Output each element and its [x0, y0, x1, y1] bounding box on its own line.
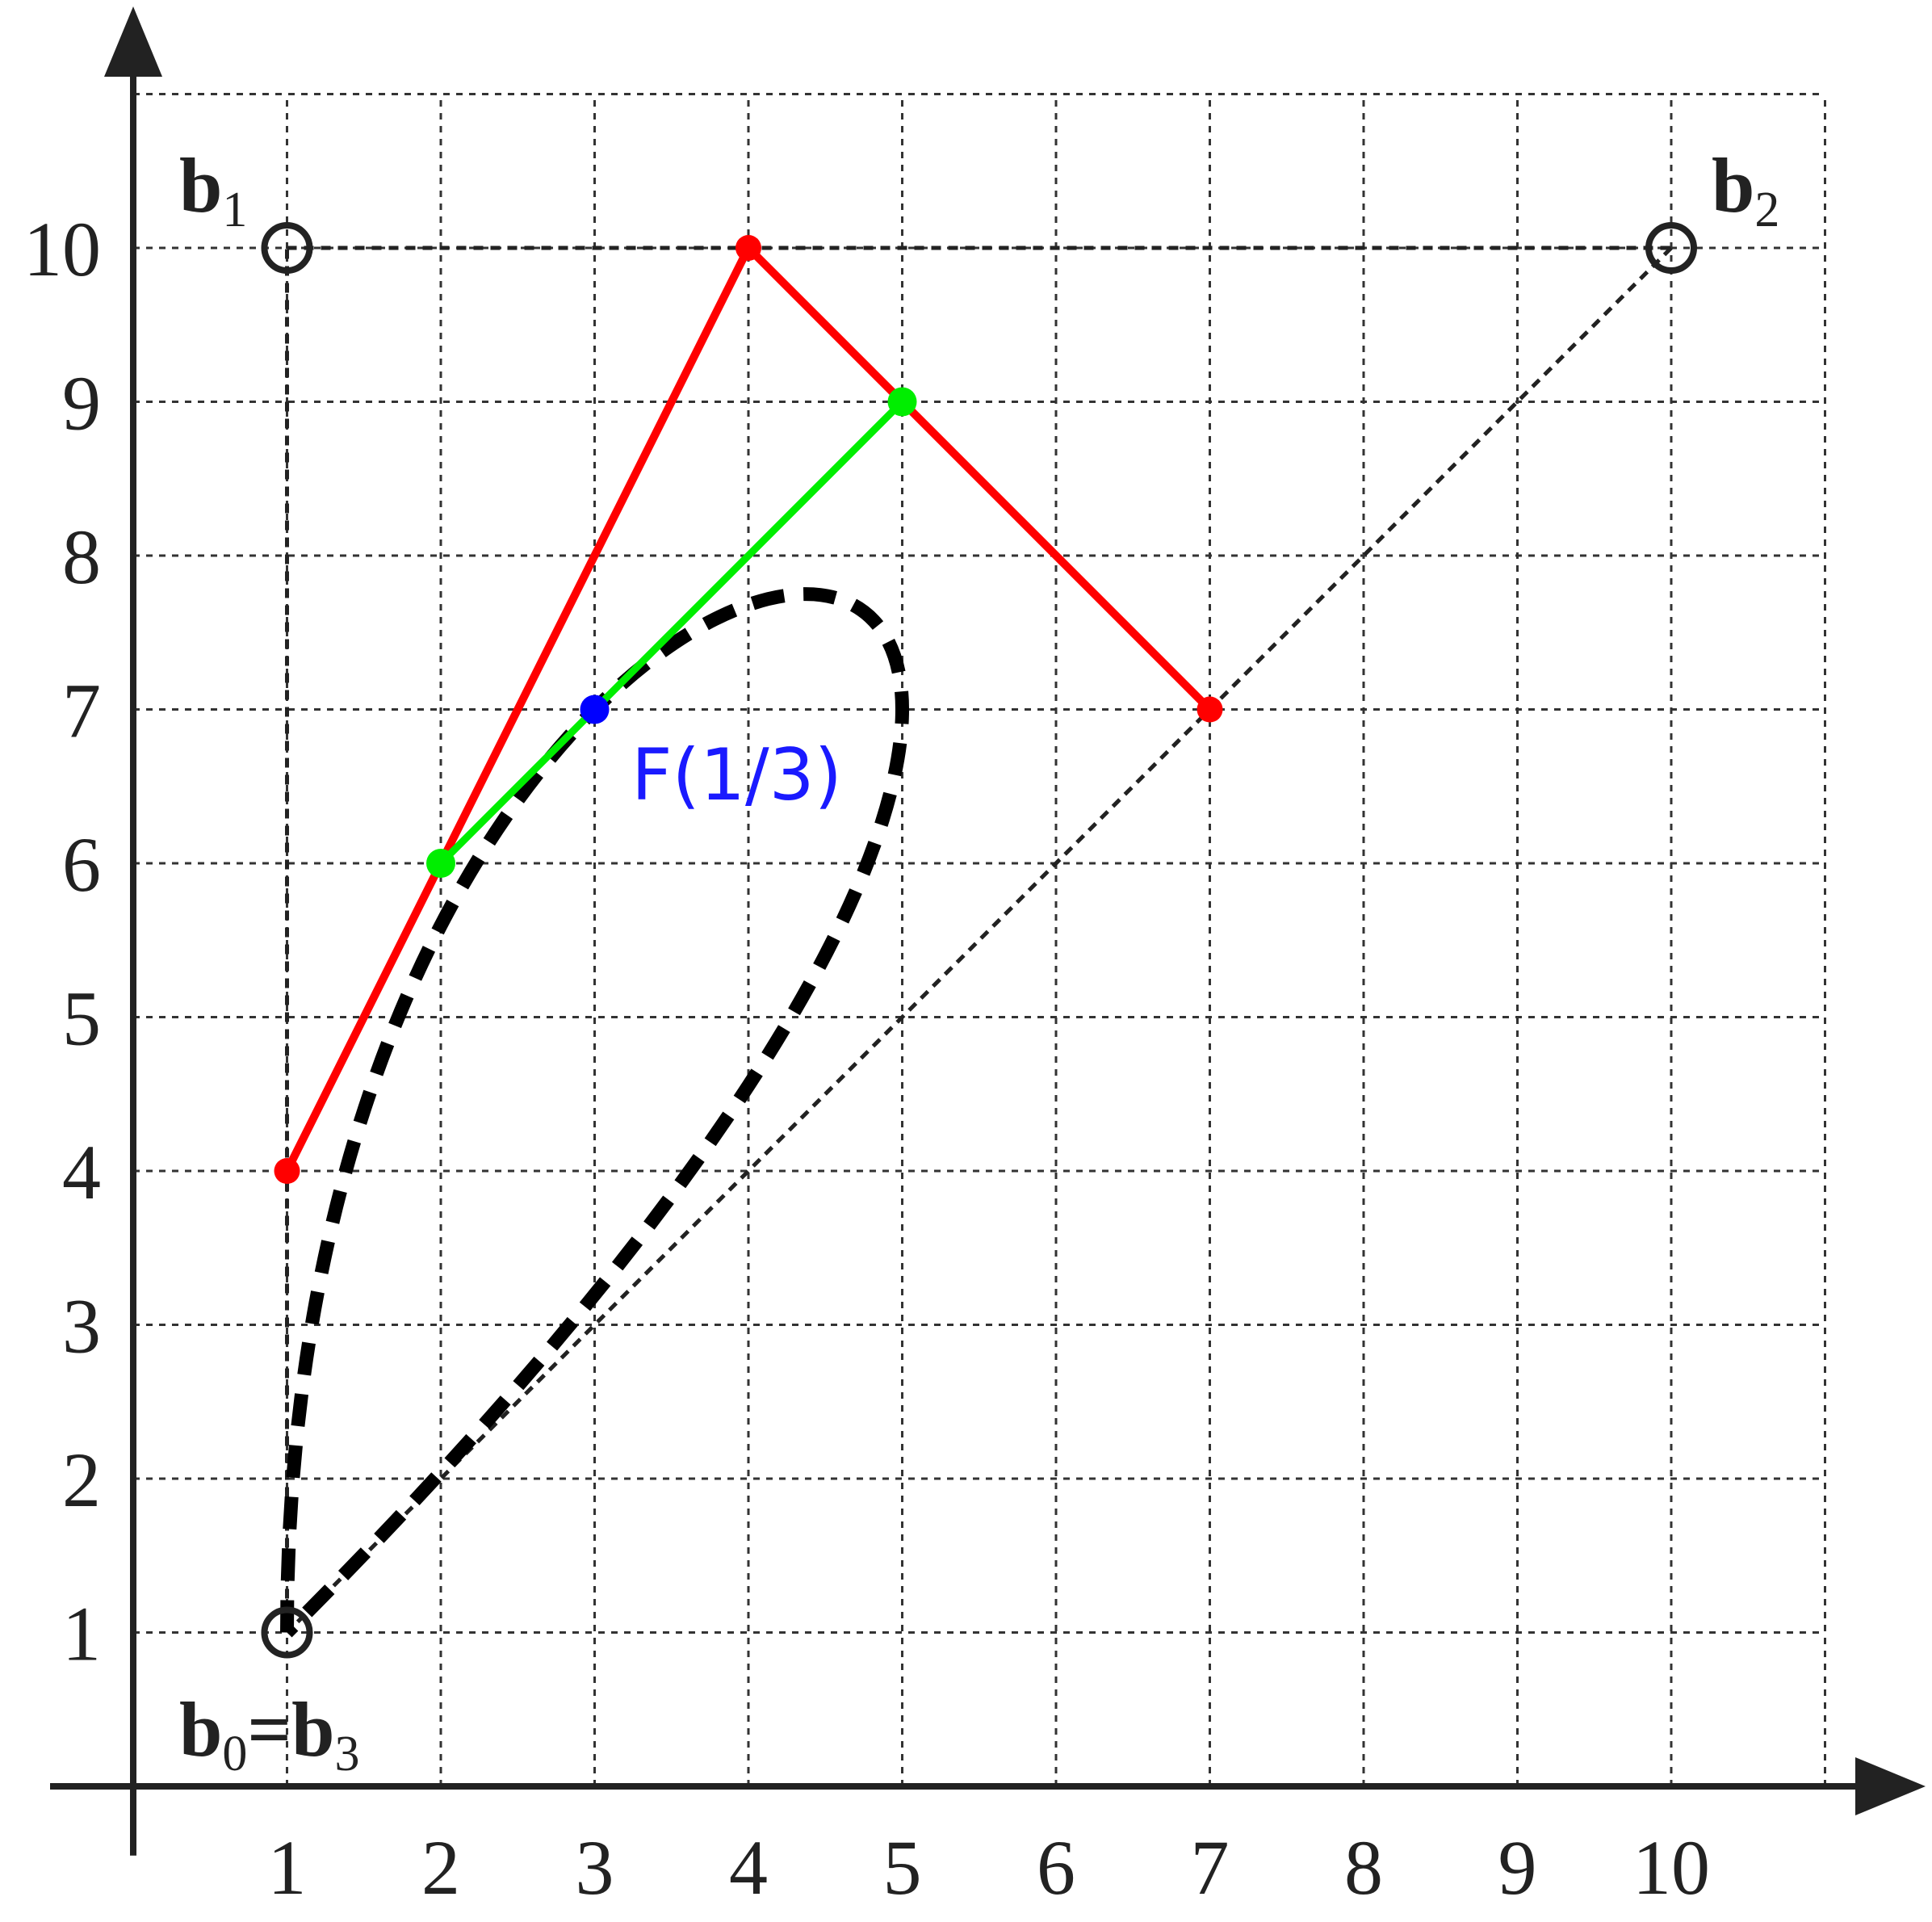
level1-point: [736, 235, 761, 261]
y-tick-label: 2: [62, 1437, 101, 1523]
evaluated-point: [580, 695, 610, 724]
y-tick-label: 8: [62, 514, 101, 600]
label-b1: b1: [179, 142, 247, 237]
x-axis-arrow: [1855, 1757, 1926, 1815]
grid: [133, 93, 1826, 1786]
tick-labels: 1 2 3 4 5 6 7 8 9 10 1 2 3 4 5 6 7 8 9 10: [23, 206, 1710, 1911]
bezier-curve: [280, 587, 909, 1638]
y-tick-label: 1: [62, 1591, 101, 1677]
level2-polyline: [438, 399, 905, 867]
control-point-b0: [261, 1606, 313, 1659]
y-tick-label: 7: [62, 668, 101, 754]
level2-point: [887, 387, 917, 417]
x-tick-label: 10: [1632, 1824, 1710, 1911]
axes: [50, 6, 1926, 1856]
control-point-b1: [261, 222, 313, 274]
x-tick-label: 2: [421, 1824, 460, 1911]
x-tick-label: 7: [1191, 1824, 1230, 1911]
y-tick-label: 5: [62, 976, 101, 1062]
evaluated-point-label: F(1/3): [631, 733, 842, 816]
control-point-b2: [1645, 222, 1697, 274]
x-tick-label: 4: [729, 1824, 768, 1911]
y-tick-label: 3: [62, 1283, 101, 1370]
level1-point: [1196, 696, 1223, 723]
level2-point: [426, 849, 455, 878]
control-polygon: [285, 245, 1673, 1635]
x-tick-label: 3: [576, 1824, 614, 1911]
level1-point: [274, 1158, 300, 1184]
label-b0-b3: b0=b3: [179, 1686, 359, 1781]
y-tick-label: 10: [23, 206, 101, 292]
control-points: [261, 222, 1697, 1659]
y-axis-arrow: [104, 6, 162, 77]
bezier-curve-path: [280, 587, 909, 1638]
y-tick-label: 9: [62, 360, 101, 447]
label-b2: b2: [1712, 142, 1779, 237]
x-tick-label: 8: [1344, 1824, 1383, 1911]
x-tick-label: 9: [1498, 1824, 1537, 1911]
de-casteljau-construction: [274, 235, 1223, 1184]
x-tick-label: 6: [1037, 1824, 1075, 1911]
control-polygon-segment: [285, 246, 1673, 1635]
x-tick-label: 5: [883, 1824, 922, 1911]
x-tick-label: 1: [268, 1824, 307, 1911]
y-tick-label: 4: [62, 1129, 101, 1215]
y-tick-label: 6: [62, 821, 101, 908]
